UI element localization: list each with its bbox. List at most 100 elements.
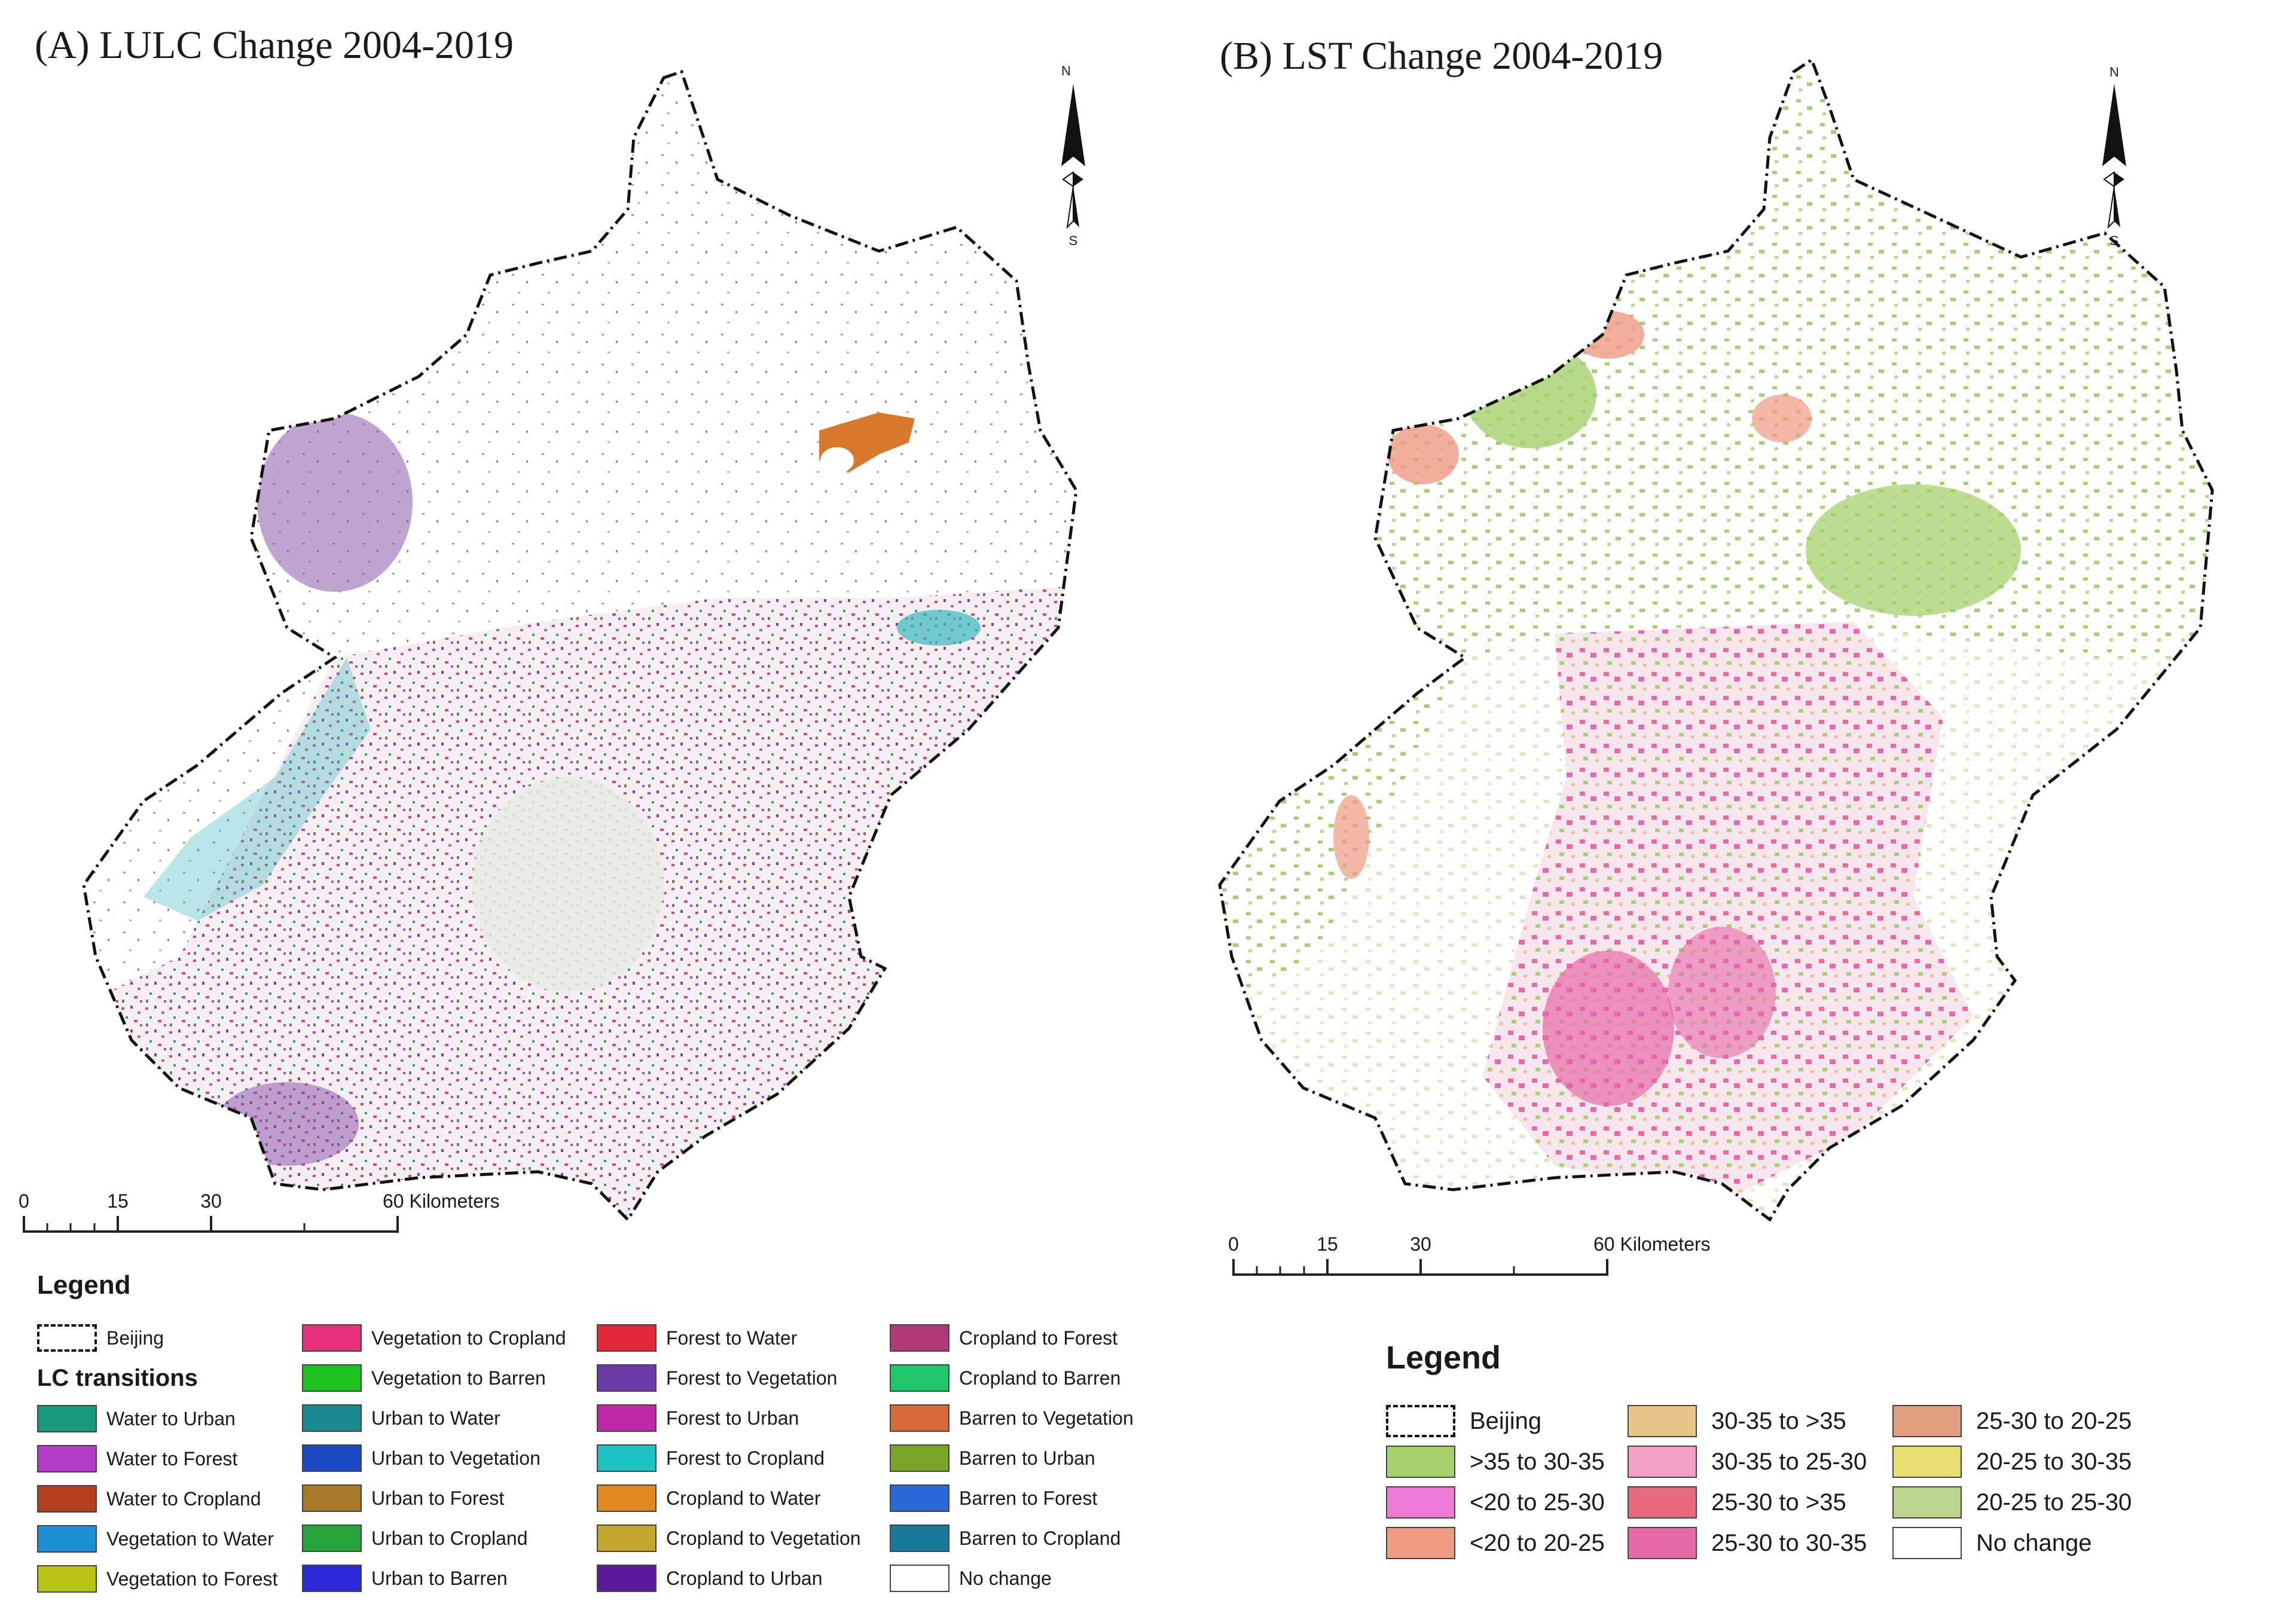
legend-label: 20-25 to 25-30 bbox=[1976, 1489, 2132, 1516]
legend-label: Urban to Vegetation bbox=[371, 1447, 541, 1469]
legend-a-title: Legend bbox=[37, 1270, 131, 1300]
legend-label: Water to Urban bbox=[106, 1407, 236, 1429]
legend-label: 25-30 to 30-35 bbox=[1711, 1529, 1867, 1556]
lst-hotspot-sw bbox=[1543, 951, 1674, 1106]
legend-a-item: Barren to Urban bbox=[890, 1444, 1095, 1472]
legend-a-item: Urban to Forest bbox=[302, 1484, 504, 1512]
legend-a-item: Cropland to Urban bbox=[597, 1565, 822, 1592]
legend-label: Urban to Forest bbox=[371, 1487, 505, 1509]
legend-a-beijing: Beijing bbox=[37, 1324, 164, 1352]
legend-swatch bbox=[597, 1484, 657, 1512]
scale-bar-b: 0 15 30 60 Kilometers bbox=[1228, 1233, 1711, 1276]
lulc-forest-cluster-sw bbox=[215, 1082, 359, 1166]
legend-swatch bbox=[302, 1484, 362, 1512]
lulc-reservoir-core bbox=[820, 447, 854, 473]
legend-swatch bbox=[1892, 1486, 1962, 1519]
legend-label: Barren to Vegetation bbox=[959, 1407, 1134, 1429]
legend-label: Barren to Cropland bbox=[959, 1527, 1121, 1549]
scale-a-tick-30: 30 bbox=[200, 1190, 222, 1212]
legend-swatch bbox=[1386, 1446, 1455, 1478]
scale-b-tick-30: 30 bbox=[1410, 1233, 1431, 1255]
legend-b-beijing: Beijing bbox=[1386, 1405, 1541, 1437]
legend-a-item: Urban to Cropland bbox=[302, 1524, 527, 1552]
scale-b-tick-15: 15 bbox=[1317, 1233, 1338, 1255]
scale-a-tick-0: 0 bbox=[19, 1190, 29, 1212]
legend-b-item: 25-30 to 30-35 bbox=[1628, 1527, 1867, 1559]
lulc-forest-cluster-nw bbox=[257, 413, 413, 592]
legend-a-item: Cropland to Barren bbox=[890, 1364, 1120, 1392]
legend-label: No change bbox=[959, 1567, 1052, 1589]
legend-a-item: Barren to Forest bbox=[890, 1484, 1097, 1512]
legend-label: Cropland to Forest bbox=[959, 1327, 1118, 1349]
panel-a-map bbox=[60, 60, 1106, 1255]
legend-swatch bbox=[1628, 1405, 1697, 1437]
scale-bar-a: 0 15 30 60 Kilometers bbox=[19, 1190, 500, 1233]
legend-a-item: Vegetation to Cropland bbox=[302, 1324, 566, 1352]
legend-label: Barren to Forest bbox=[959, 1487, 1098, 1509]
legend-label: Water to Forest bbox=[106, 1447, 238, 1469]
legend-a-item: Forest to Water bbox=[597, 1324, 797, 1352]
legend-label: Forest to Water bbox=[666, 1327, 798, 1349]
legend-a-item: Forest to Vegetation bbox=[597, 1364, 837, 1392]
legend-swatch bbox=[37, 1485, 97, 1513]
legend-label: Barren to Urban bbox=[959, 1447, 1095, 1469]
legend-swatch bbox=[1628, 1486, 1697, 1519]
legend-b-item: 30-35 to >35 bbox=[1628, 1405, 1846, 1437]
legend-label: Cropland to Vegetation bbox=[666, 1527, 861, 1549]
legend-swatch bbox=[302, 1565, 362, 1592]
legend-swatch bbox=[597, 1565, 657, 1592]
lst-salmon-patch-5 bbox=[1752, 395, 1812, 442]
legend-swatch bbox=[597, 1524, 657, 1552]
north-arrow-b: N S bbox=[2102, 65, 2126, 248]
legend-swatch bbox=[1386, 1486, 1455, 1519]
legend-a-item: Water to Forest bbox=[37, 1445, 237, 1472]
legend-b-item: 20-25 to 30-35 bbox=[1892, 1446, 2132, 1478]
panel-a-title: (A) LULC Change 2004-2019 bbox=[35, 23, 514, 67]
legend-swatch bbox=[1892, 1446, 1962, 1478]
legend-label: Urban to Water bbox=[371, 1407, 500, 1429]
legend-a-item: Forest to Cropland bbox=[597, 1444, 825, 1472]
legend-label: <20 to 20-25 bbox=[1470, 1529, 1605, 1556]
legend-swatch bbox=[37, 1565, 97, 1593]
legend-swatch bbox=[1386, 1527, 1455, 1559]
legend-swatch bbox=[890, 1524, 949, 1552]
legend-a-item: Cropland to Vegetation bbox=[597, 1524, 861, 1552]
legend-label: Vegetation to Water bbox=[106, 1527, 274, 1550]
legend-label: Cropland to Urban bbox=[666, 1567, 823, 1589]
legend-swatch bbox=[890, 1565, 949, 1592]
legend-label: Vegetation to Cropland bbox=[371, 1327, 566, 1349]
legend-a-item: Forest to Urban bbox=[597, 1404, 799, 1432]
legend-b-item: 20-25 to 25-30 bbox=[1892, 1486, 2132, 1519]
compass-b-north-label: N bbox=[2109, 65, 2119, 80]
legend-a-item: Cropland to Forest bbox=[890, 1324, 1118, 1352]
legend-b-item: 30-35 to 25-30 bbox=[1628, 1446, 1867, 1478]
lst-salmon-patch-3 bbox=[1387, 424, 1459, 484]
legend-b-item: 25-30 to 20-25 bbox=[1892, 1405, 2132, 1437]
legend-label: <20 to 25-30 bbox=[1470, 1489, 1605, 1516]
legend-swatch bbox=[37, 1445, 97, 1472]
legend-swatch bbox=[597, 1324, 657, 1352]
legend-label: No change bbox=[1976, 1529, 2092, 1556]
legend-swatch bbox=[597, 1444, 657, 1472]
scale-a-tick-15: 15 bbox=[107, 1190, 129, 1212]
lulc-urban-core bbox=[472, 777, 664, 992]
legend-b-item: <20 to 25-30 bbox=[1386, 1486, 1605, 1519]
compass-b-south-label: S bbox=[2110, 233, 2119, 248]
legend-a-item: Water to Urban bbox=[37, 1405, 236, 1432]
legend-a-item: Water to Cropland bbox=[37, 1485, 261, 1513]
legend-label: Beijing bbox=[1470, 1407, 1542, 1434]
legend-label: Cropland to Water bbox=[666, 1487, 821, 1509]
legend-swatch bbox=[1892, 1405, 1962, 1437]
legend-label: Cropland to Barren bbox=[959, 1367, 1121, 1389]
legend-label: Beijing bbox=[106, 1327, 164, 1349]
panel-b-map bbox=[1196, 60, 2242, 1255]
legend-swatch bbox=[597, 1364, 657, 1392]
legend-label: Forest to Cropland bbox=[666, 1447, 825, 1469]
legend-b-item: <20 to 20-25 bbox=[1386, 1527, 1605, 1559]
scale-a-tick-60: 60 Kilometers bbox=[383, 1190, 500, 1212]
legend-swatch bbox=[302, 1524, 362, 1552]
legend-label: 30-35 to 25-30 bbox=[1711, 1448, 1867, 1475]
legend-swatch bbox=[37, 1405, 97, 1432]
legend-label: 25-30 to 20-25 bbox=[1976, 1407, 2132, 1434]
legend-swatch bbox=[302, 1364, 362, 1392]
